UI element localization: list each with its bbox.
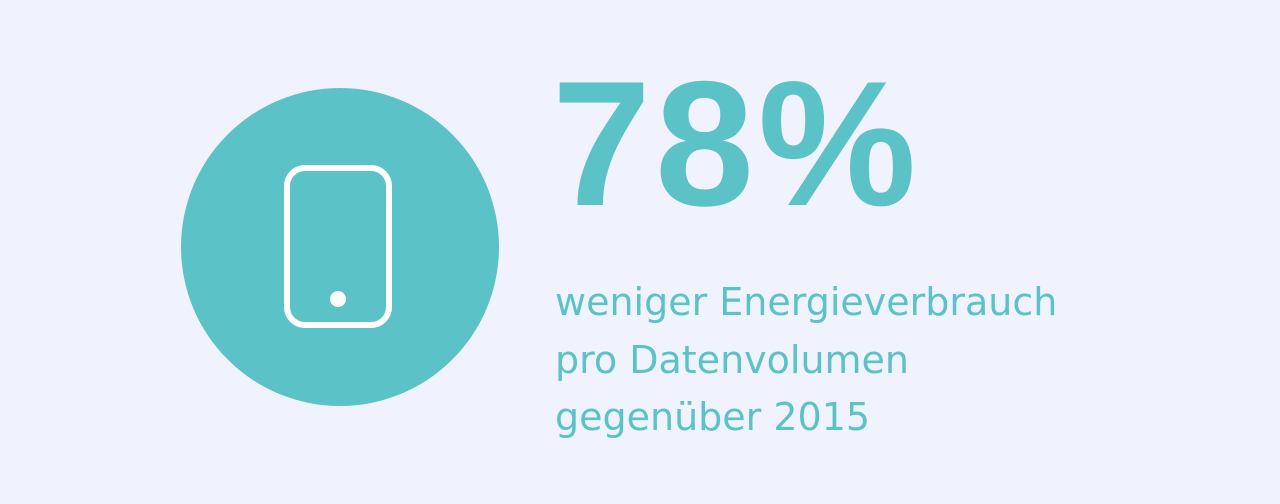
stat-description: gegenüber 2015: [555, 395, 870, 439]
phone-button: [330, 291, 346, 307]
stat-value: 78%: [552, 44, 920, 243]
icon-circle: [181, 88, 499, 406]
stat-description: pro Datenvolumen: [555, 338, 909, 382]
phone-icon: [284, 165, 392, 328]
stat-description: weniger Energieverbrauch: [555, 280, 1057, 324]
